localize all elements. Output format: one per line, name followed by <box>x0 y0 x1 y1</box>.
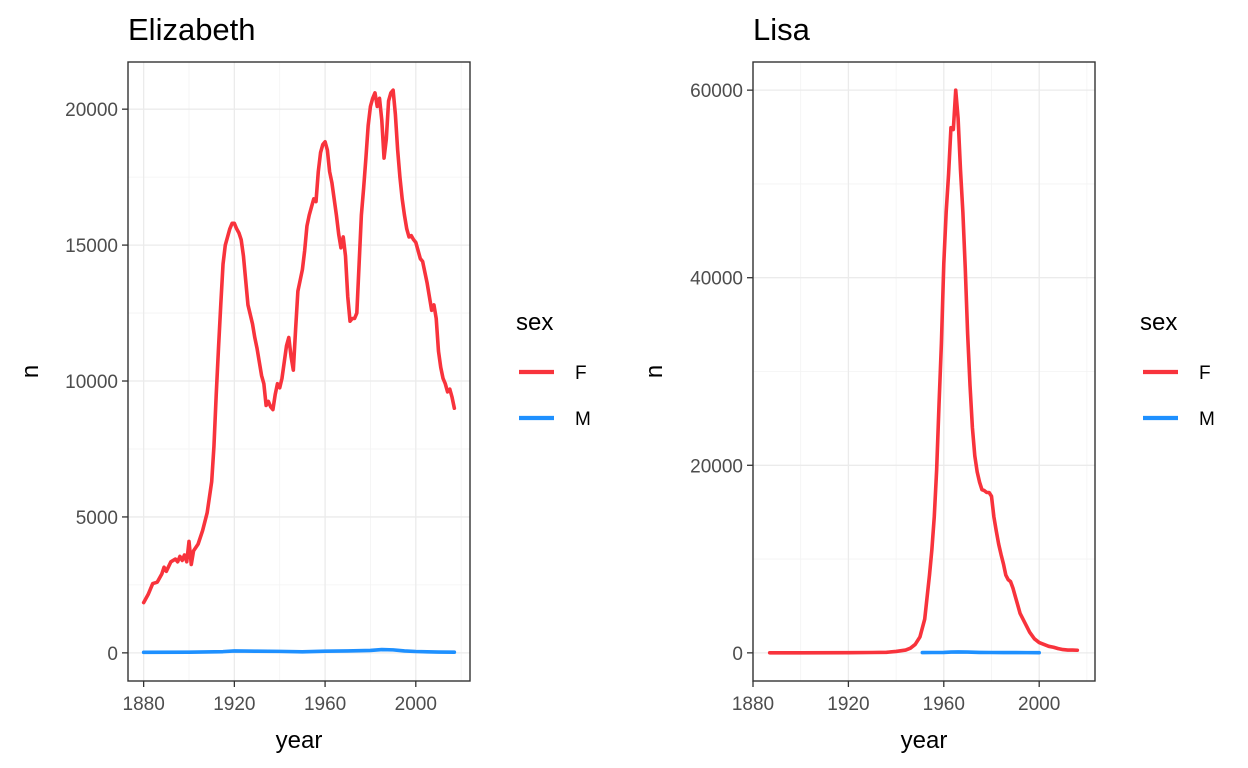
y-tick-label: 60000 <box>690 81 743 102</box>
panel-title: Elizabeth <box>128 12 256 47</box>
series-line-M <box>141 647 457 655</box>
x-tick-label: 1880 <box>123 694 165 715</box>
y-tick-label: 20000 <box>65 100 118 121</box>
x-tick-label: 1960 <box>304 694 346 715</box>
series-line-M <box>920 650 1041 655</box>
x-tick-label: 2000 <box>1018 694 1060 715</box>
x-tick-label: 2000 <box>395 694 437 715</box>
legend-label: M <box>1199 409 1215 430</box>
y-tick-label: 40000 <box>690 269 743 290</box>
x-tick-label: 1920 <box>213 694 255 715</box>
x-tick-label: 1960 <box>923 694 965 715</box>
series-line-F <box>767 88 1080 655</box>
y-axis-title: n <box>17 365 44 378</box>
legend-label: F <box>1199 363 1211 384</box>
y-tick-label: 0 <box>107 644 118 665</box>
major-gridlines <box>128 62 470 681</box>
legend: sex F M <box>1140 309 1215 430</box>
legend-label: M <box>575 409 591 430</box>
panel-2: 1880 1920 1960 20000200004000060000Lisayear… <box>641 12 1215 754</box>
x-tick-label: 1880 <box>732 694 774 715</box>
legend: sex F M <box>516 309 591 430</box>
panel-border <box>127 61 471 682</box>
series-line-F <box>141 88 457 605</box>
panel-title: Lisa <box>753 12 811 47</box>
x-axis-title: year <box>901 727 948 754</box>
minor-gridlines <box>753 62 1095 681</box>
y-axis-title: n <box>641 365 668 378</box>
y-tick-label: 15000 <box>65 236 118 257</box>
y-tick-label: 5000 <box>76 508 118 529</box>
x-tick-label: 1920 <box>827 694 869 715</box>
legend-title: sex <box>516 309 553 336</box>
panel-border <box>752 61 1096 682</box>
y-tick-label: 10000 <box>65 372 118 393</box>
y-tick-label: 20000 <box>690 456 743 477</box>
x-axis-title: year <box>276 727 323 754</box>
minor-gridlines <box>128 62 470 681</box>
y-tick-label: 0 <box>732 644 743 665</box>
legend-label: F <box>575 363 587 384</box>
panel-1: 1880 1920 1960 200005000100001500020000Eliz… <box>17 12 591 754</box>
legend-title: sex <box>1140 309 1177 336</box>
